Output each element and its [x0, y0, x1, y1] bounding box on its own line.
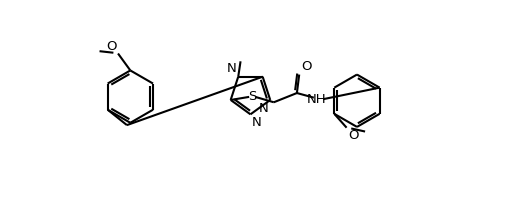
Text: O: O — [301, 60, 311, 73]
Text: N: N — [227, 62, 237, 75]
Text: O: O — [107, 40, 117, 53]
Text: S: S — [248, 90, 257, 103]
Text: N: N — [259, 101, 269, 115]
Text: O: O — [348, 129, 359, 142]
Text: NH: NH — [307, 93, 327, 106]
Text: N: N — [252, 116, 262, 129]
